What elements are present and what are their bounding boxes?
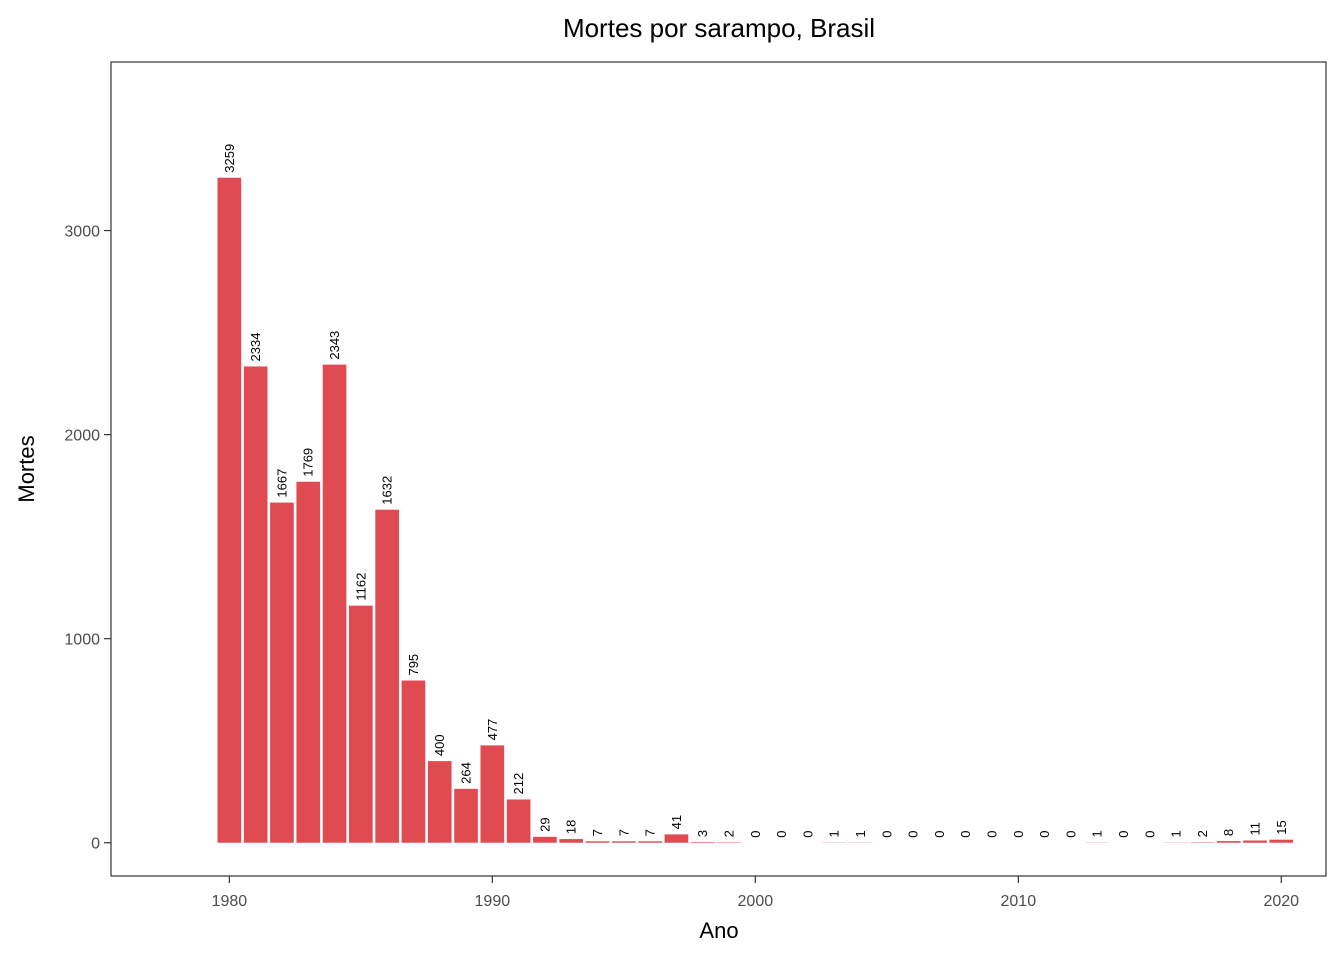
bar-2020 (1269, 839, 1294, 843)
data-label-2010: 0 (1011, 831, 1026, 838)
x-axis: 1980 1990 2000 2010 2020 (212, 876, 1299, 910)
data-label-2018: 8 (1221, 829, 1236, 836)
y-tick-label-1000: 1000 (64, 632, 100, 649)
data-label-1995: 7 (616, 829, 631, 836)
data-label-2013: 1 (1090, 830, 1105, 837)
data-label-1997: 41 (669, 815, 684, 829)
x-tick-label-1980: 1980 (212, 893, 248, 910)
data-label-1982: 1667 (274, 469, 289, 498)
data-label-2008: 0 (958, 831, 973, 838)
x-tick-label-1990: 1990 (475, 893, 511, 910)
data-label-1991: 212 (511, 773, 526, 795)
bar-1981 (243, 366, 268, 843)
data-label-2006: 0 (906, 831, 921, 838)
bar-1984 (322, 364, 347, 843)
y-axis-title: Mortes (14, 435, 39, 502)
y-tick-label-3000: 3000 (64, 224, 100, 241)
data-label-2020: 15 (1274, 820, 1289, 834)
bar-1995 (611, 841, 636, 843)
bar-1986 (375, 509, 399, 843)
data-label-2000: 0 (748, 831, 763, 838)
data-label-2001: 0 (774, 831, 789, 838)
y-tick-label-2000: 2000 (64, 428, 100, 445)
bar-1996 (638, 841, 662, 843)
data-label-2014: 0 (1116, 831, 1131, 838)
x-tick-label-2000: 2000 (738, 893, 774, 910)
y-tick-label-0: 0 (91, 836, 100, 853)
bar-2019 (1243, 840, 1267, 843)
data-label-2015: 0 (1142, 831, 1157, 838)
data-label-1987: 795 (406, 654, 421, 676)
bar-1987 (401, 680, 426, 843)
data-label-1992: 29 (537, 817, 552, 831)
x-tick-label-2020: 2020 (1263, 893, 1299, 910)
bar-1992 (533, 836, 557, 843)
bar-1998 (690, 842, 715, 843)
plot-panel-border (110, 61, 1327, 877)
bar-1988 (427, 761, 452, 843)
bar-1997 (664, 834, 689, 843)
bar-2018 (1216, 841, 1241, 843)
data-label-1980: 3259 (222, 144, 237, 173)
data-label-2002: 0 (800, 831, 815, 838)
data-label-2016: 1 (1169, 830, 1184, 837)
chart-title: Mortes por sarampo, Brasil (563, 13, 875, 43)
data-label-1986: 1632 (380, 476, 395, 505)
bar-1980 (217, 177, 242, 843)
bar-1990 (480, 745, 505, 843)
data-label-1984: 2343 (327, 331, 342, 360)
data-label-2003: 1 (827, 830, 842, 837)
bar-1989 (454, 788, 478, 843)
data-label-1983: 1769 (301, 448, 316, 477)
data-labels-layer: 3259 2334 1667 1769 2343 1162 1632 795 400 264 477… (222, 144, 1289, 838)
data-label-2009: 0 (985, 831, 1000, 838)
data-label-2019: 11 (1247, 822, 1262, 836)
y-axis: 0 1000 2000 3000 (64, 224, 111, 853)
data-label-1996: 7 (643, 829, 658, 836)
data-label-1988: 400 (432, 734, 447, 756)
data-label-1994: 7 (590, 829, 605, 836)
x-tick-label-2010: 2010 (1001, 893, 1037, 910)
data-label-1981: 2334 (248, 333, 263, 362)
bars-layer (217, 177, 1294, 843)
bar-1982 (270, 502, 294, 843)
bar-1983 (296, 481, 321, 843)
data-label-1999: 2 (722, 830, 737, 837)
data-label-1993: 18 (564, 820, 579, 834)
data-label-1989: 264 (459, 762, 474, 784)
data-label-1990: 477 (485, 719, 500, 741)
data-label-2011: 0 (1037, 831, 1052, 838)
bar-1993 (559, 839, 584, 843)
bar-1991 (506, 799, 531, 843)
x-axis-title: Ano (699, 918, 738, 943)
data-label-2007: 0 (932, 831, 947, 838)
data-label-2004: 1 (853, 830, 868, 837)
bar-1994 (585, 841, 610, 843)
data-label-2017: 2 (1195, 830, 1210, 837)
data-label-2012: 0 (1063, 831, 1078, 838)
data-label-2005: 0 (879, 831, 894, 838)
bar-1985 (349, 605, 373, 843)
data-label-1985: 1162 (353, 573, 368, 601)
data-label-1998: 3 (695, 830, 710, 837)
